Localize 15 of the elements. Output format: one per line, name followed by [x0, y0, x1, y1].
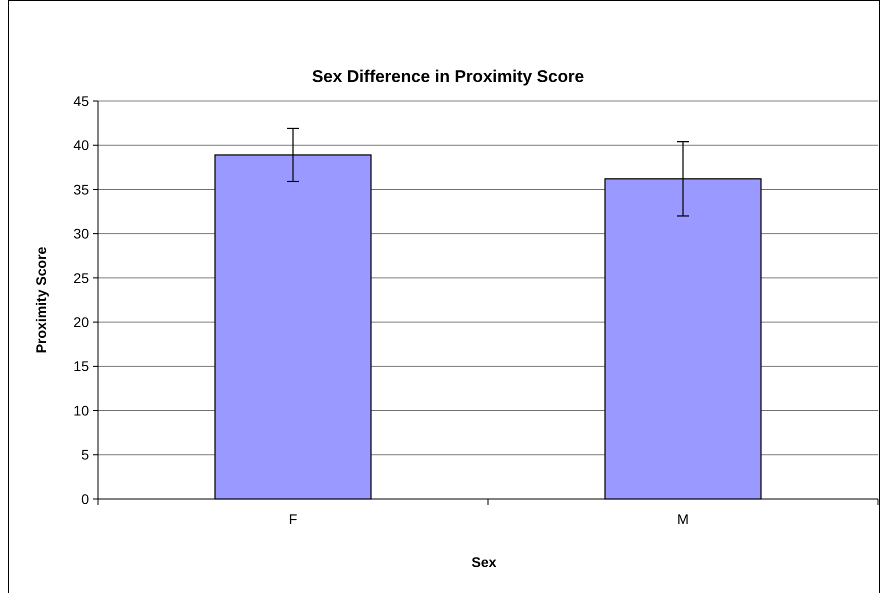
x-tick-label: M	[677, 511, 689, 527]
y-tick-label: 45	[73, 92, 90, 109]
y-tick-label: 35	[73, 181, 90, 198]
x-axis-title: Sex	[472, 554, 497, 570]
y-tick-label: 5	[81, 446, 90, 463]
y-tick-label: 25	[73, 270, 90, 286]
y-tick-label: 10	[73, 402, 90, 418]
y-tick-label: 40	[73, 137, 90, 154]
x-tick-label: F	[288, 511, 298, 527]
chart-title: Sex Difference in Proximity Score	[312, 67, 584, 86]
y-tick-label: 15	[73, 358, 90, 374]
y-axis-title: Proximity Score	[33, 246, 49, 354]
y-tick-label: 30	[73, 226, 90, 242]
y-tick-label: 20	[73, 314, 90, 330]
y-tick-label: 0	[81, 490, 90, 507]
